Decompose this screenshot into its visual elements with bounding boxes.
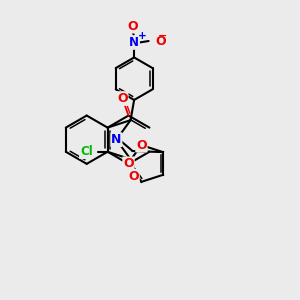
Text: −: −	[158, 31, 167, 41]
Text: O: O	[123, 157, 134, 170]
Text: O: O	[117, 92, 128, 105]
Text: O: O	[136, 139, 147, 152]
Text: +: +	[138, 31, 147, 41]
Text: N: N	[111, 133, 122, 146]
Text: Cl: Cl	[80, 145, 93, 158]
Text: O: O	[127, 20, 138, 33]
Text: O: O	[128, 170, 139, 183]
Text: N: N	[129, 36, 139, 49]
Text: O: O	[155, 34, 166, 47]
